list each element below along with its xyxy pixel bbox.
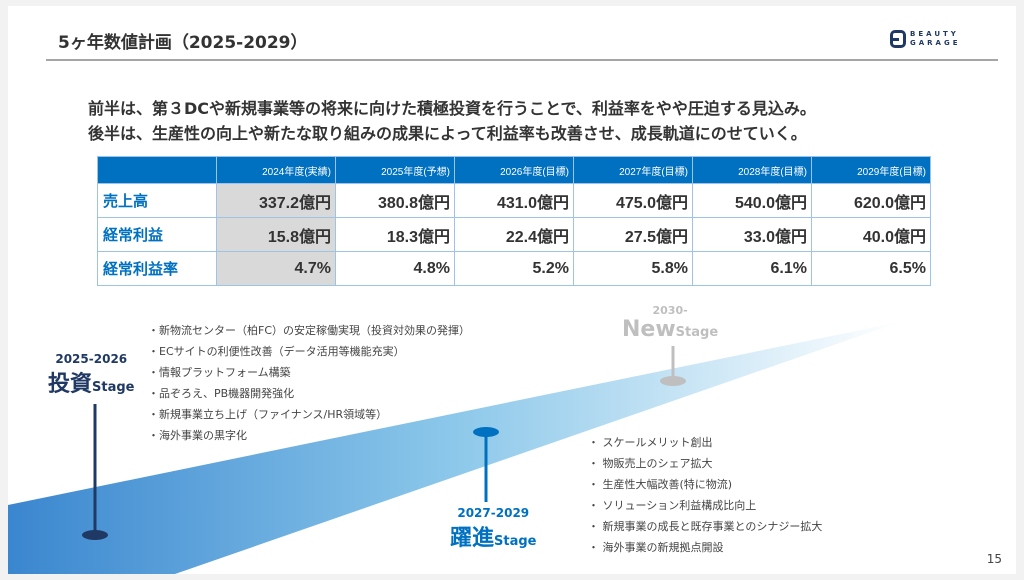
bullet-item: ・品ぞろえ、PB機器開発強化 — [148, 387, 295, 400]
plan-table: 2024年度(実績) 2025年度(予想) 2026年度(目標) 2027年度(… — [97, 156, 931, 286]
logo-text-2: GARAGE — [910, 39, 961, 47]
new-suffix: Stage — [675, 325, 719, 340]
bullet-item: ・ 新規事業の成長と既存事業とのシナジー拡大 — [588, 520, 823, 533]
leap-bullets: ・ スケールメリット創出・ 物販売上のシェア拡大・ 生産性大幅改善(特に物流) ・… — [588, 432, 822, 558]
table-cell: 620.0億円 — [811, 183, 931, 218]
bullet-item: ・ 物販売上のシェア拡大 — [588, 457, 713, 470]
table-cell: 33.0億円 — [692, 217, 812, 252]
bullet-item: ・新物流センター（柏FC）の安定稼働実現（投資対効果の発揮） — [148, 324, 471, 337]
growth-wedge — [8, 322, 900, 574]
slide: 5ヶ年数値計画（2025-2029） BEAUTY GARAGE 前半は、第３DC… — [8, 6, 1016, 574]
bullet-item: ・新規事業立ち上げ（ファイナンス/HR領域等） — [148, 408, 388, 421]
bullet-item: ・海外事業の黒字化 — [148, 429, 247, 442]
table-row: 経常利益率 4.7% 4.8% 5.2% 5.8% 6.1% 6.5% — [97, 251, 931, 286]
table-cell: 40.0億円 — [811, 217, 931, 252]
table-cell: 6.1% — [692, 251, 812, 286]
page-number: 15 — [986, 552, 1002, 566]
new-marker — [660, 376, 686, 386]
table-cell: 15.8億円 — [216, 217, 336, 252]
leap-stage-label: 2027-2029 躍進Stage — [450, 506, 537, 552]
invest-name: 投資 — [48, 372, 93, 397]
invest-stage-label: 2025-2026 投資Stage — [48, 352, 135, 398]
table-cell: 5.8% — [573, 251, 693, 286]
table-cell: 18.3億円 — [335, 217, 455, 252]
leap-suffix: Stage — [494, 534, 537, 549]
bullet-item: ・ ソリューション利益構成比向上 — [588, 499, 757, 512]
table-row: 経常利益 15.8億円 18.3億円 22.4億円 27.5億円 33.0億円 40.0億円 — [97, 217, 931, 252]
leap-name: 躍進 — [450, 526, 495, 551]
invest-bullets: ・新物流センター（柏FC）の安定稼働実現（投資対効果の発揮） ・ECサイトの利便性… — [148, 320, 470, 446]
new-name: New — [622, 317, 676, 342]
table-cell: 6.5% — [811, 251, 931, 286]
col-header: 2024年度(実績) — [216, 156, 336, 184]
leap-marker — [473, 427, 499, 437]
col-header: 2029年度(目標) — [811, 156, 931, 184]
table-cell: 22.4億円 — [454, 217, 574, 252]
col-header: 2025年度(予想) — [335, 156, 455, 184]
brand-logo: BEAUTY GARAGE — [890, 30, 961, 48]
row-label: 経常利益 — [97, 217, 217, 252]
bullet-item: ・ 生産性大幅改善(特に物流) — [588, 478, 733, 491]
invest-marker — [82, 530, 108, 540]
bullet-item: ・ECサイトの利便性改善（データ活用等機能充実） — [148, 345, 405, 358]
lead-line-1: 前半は、第３DCや新規事業等の将来に向けた積極投資を行うことで、利益率をやや圧迫… — [88, 99, 816, 118]
bullet-item: ・情報プラットフォーム構築 — [148, 366, 291, 379]
leap-years: 2027-2029 — [457, 506, 530, 520]
bullet-item: ・ 海外事業の新規拠点開設 — [588, 541, 724, 554]
logo-mark-icon — [890, 30, 906, 48]
new-stage-label: 2030- NewStage — [622, 304, 718, 342]
header-divider — [46, 59, 998, 61]
bullet-item: ・ スケールメリット創出 — [588, 436, 713, 449]
table-cell: 337.2億円 — [216, 183, 336, 218]
lead-line-2: 後半は、生産性の向上や新たな取り組みの成果によって利益率も改善させ、成長軌道にの… — [88, 124, 807, 143]
col-header: 2026年度(目標) — [454, 156, 574, 184]
invest-suffix: Stage — [92, 380, 135, 395]
col-header: 2027年度(目標) — [573, 156, 693, 184]
invest-years: 2025-2026 — [55, 352, 128, 366]
row-label: 経常利益率 — [97, 251, 217, 286]
row-label: 売上高 — [97, 183, 217, 218]
table-cell: 4.7% — [216, 251, 336, 286]
logo-text-1: BEAUTY — [910, 30, 959, 38]
table-cell: 4.8% — [335, 251, 455, 286]
new-years: 2030- — [652, 304, 688, 317]
table-cell: 5.2% — [454, 251, 574, 286]
page-title: 5ヶ年数値計画（2025-2029） — [58, 33, 308, 53]
